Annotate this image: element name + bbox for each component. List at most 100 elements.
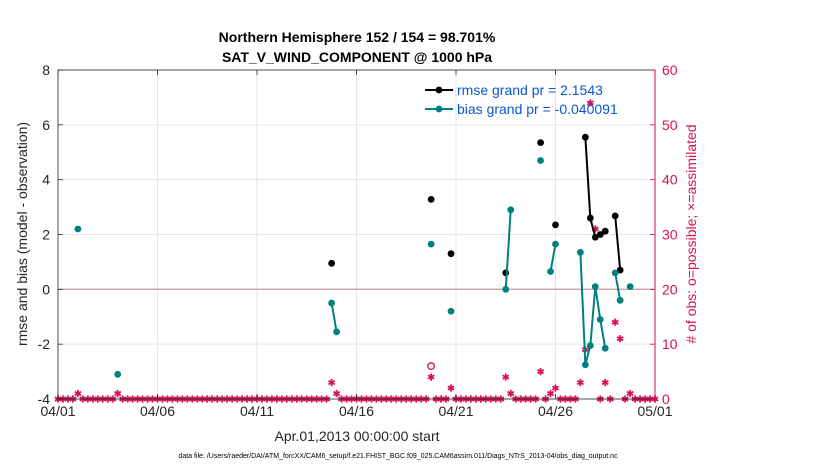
bias-point: [328, 299, 336, 307]
obs-assimilated-marker: [502, 373, 510, 381]
bias-point: [427, 240, 435, 248]
obs-assimilated-marker: [114, 389, 122, 398]
obs-assimilated-marker: [626, 389, 634, 398]
bias-point: [591, 283, 599, 290]
legend-bias-label: bias grand pr = -0.040091: [457, 101, 618, 117]
obs-assimilated-marker: [546, 389, 555, 398]
obs-marker-stroke: [626, 390, 634, 397]
obs-assimilated-marker: [551, 384, 560, 392]
chart-title: Northern Hemisphere 152 / 154 = 98.701%: [219, 29, 496, 45]
obs-assimilated-marker: [427, 373, 435, 381]
bias-line: [549, 243, 557, 272]
y-axis-label: rmse and bias (model - observation): [14, 122, 30, 346]
obs-assimilated-marker: [74, 389, 82, 398]
bias-point: [586, 342, 594, 349]
chart-subtitle: SAT_V_WIND_COMPONENT @ 1000 hPa: [222, 49, 492, 65]
rmse-point: [616, 266, 624, 274]
y-tick-label: -4: [38, 391, 51, 407]
bias-point: [537, 157, 544, 164]
rmse-point: [552, 221, 559, 229]
bias-point: [552, 240, 559, 248]
bias-point: [114, 370, 122, 378]
y-axis-left: -4 -2 0 2 4 6 8: [38, 62, 63, 407]
obs-marker-stroke: [536, 369, 545, 375]
rmse-line: [614, 215, 622, 271]
rmse-point: [596, 231, 604, 238]
bias-point: [502, 285, 510, 293]
bias-line: [504, 209, 512, 290]
y2-tick-label: 30: [662, 227, 678, 243]
obs-marker-stroke: [114, 390, 122, 397]
x-tick-label: 04/21: [438, 403, 473, 419]
bias-point: [447, 307, 455, 315]
obs-assimilated-marker: [507, 389, 515, 398]
x-tick-label: 05/01: [637, 403, 672, 419]
obs-marker-stroke: [611, 319, 619, 325]
obs-assimilated-marker: [328, 378, 336, 387]
rmse-point: [601, 227, 609, 235]
obs-marker-stroke: [502, 374, 510, 380]
rmse-point: [537, 139, 544, 147]
obs-marker-stroke: [507, 390, 515, 397]
y2-tick-label: 0: [662, 391, 670, 407]
y2-tick-label: 60: [662, 62, 678, 78]
bias-point: [74, 225, 82, 233]
obs-marker-stroke: [328, 379, 336, 386]
rmse-point: [586, 214, 594, 222]
obs-marker-stroke: [576, 379, 584, 386]
data-file-footnote: data file: /Users/raeder/DAI/ATM_forcXX/…: [178, 453, 618, 460]
obs-assimilated-marker: [616, 335, 624, 343]
y2-tick-label: 10: [662, 336, 678, 352]
y-tick-label: -2: [38, 336, 51, 352]
obs-marker-stroke: [447, 385, 455, 391]
y-tick-label: 4: [42, 172, 50, 188]
obs-assimilated-marker: [576, 378, 584, 387]
bias-point: [581, 361, 589, 369]
obs-marker-stroke: [601, 379, 609, 386]
rmse-point: [427, 196, 435, 203]
obs-marker-stroke: [74, 390, 82, 397]
bias-point: [547, 268, 554, 275]
x-tick-label: 04/11: [240, 403, 274, 419]
series-lines: [74, 133, 634, 378]
bias-point: [596, 316, 604, 323]
x-tick-label: 04/16: [339, 403, 374, 419]
bias-line: [330, 302, 338, 332]
rmse-point: [328, 259, 336, 267]
bias-point: [576, 248, 584, 256]
obs-assimilated-marker: [536, 367, 545, 376]
obs-assimilated-marker: [601, 378, 609, 387]
legend-bias-marker: [435, 105, 443, 113]
obs-assimilated-marker: [611, 318, 619, 326]
rmse-point: [447, 250, 455, 258]
x-axis: 04/01 04/06 04/11 04/16 04/21 04/26 05/01: [40, 70, 673, 419]
obs-marker-stroke: [586, 100, 594, 106]
bias-point: [611, 269, 619, 277]
y-tick-label: 6: [42, 117, 50, 133]
obs-assimilated-marker: [333, 389, 341, 398]
obs-marker-stroke: [427, 374, 435, 380]
bias-point: [601, 344, 609, 352]
y2-axis-label: # of obs: o=possible; ×=assimilated: [683, 124, 699, 343]
rmse-point: [581, 133, 589, 141]
bias-point: [333, 328, 340, 336]
legend: rmse grand pr = 2.1543 bias grand pr = -…: [425, 82, 618, 117]
obs-marker-stroke: [333, 390, 341, 397]
x-tick-label: 04/26: [538, 403, 573, 419]
x-axis-label: Apr.01,2013 00:00:00 start: [274, 428, 439, 444]
legend-rmse-label: rmse grand pr = 2.1543: [457, 82, 603, 98]
rmse-point: [591, 233, 599, 241]
obs-assimilated-marker: [586, 99, 594, 107]
bias-point: [626, 283, 634, 290]
y-tick-label: 0: [42, 281, 50, 297]
y2-tick-label: 50: [662, 117, 678, 133]
y2-tick-label: 40: [662, 172, 678, 188]
y2-tick-label: 20: [662, 281, 678, 297]
y-tick-label: 2: [42, 227, 50, 243]
bias-point: [616, 296, 624, 304]
obs-assimilated-marker: [447, 384, 455, 392]
bias-line: [579, 252, 607, 365]
y-axis-right: 0 10 20 30 40 50 60: [650, 62, 678, 407]
bias-point: [507, 206, 515, 214]
